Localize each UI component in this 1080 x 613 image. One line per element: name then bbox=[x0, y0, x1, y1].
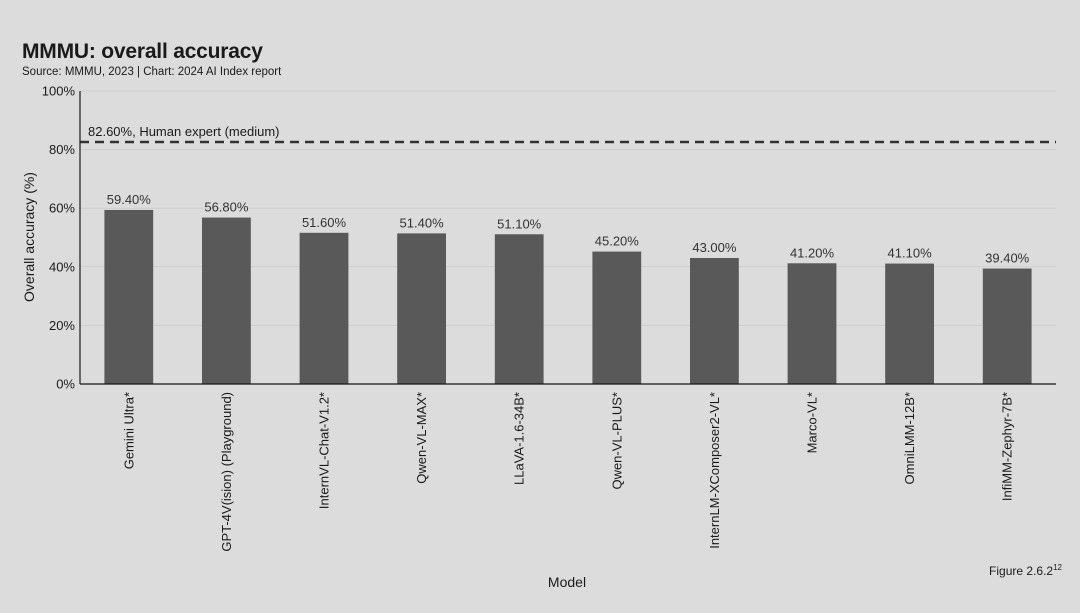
bar bbox=[982, 268, 1032, 384]
chart-title: MMMU: overall accuracy bbox=[22, 40, 263, 63]
y-tick-label: 60% bbox=[49, 201, 75, 216]
bars bbox=[104, 209, 1032, 384]
figure-number-superscript: 12 bbox=[1053, 563, 1062, 572]
data-labels: 59.40% 56.80% 51.60% 51.40% 51.10% 45.20% 43.0… bbox=[107, 192, 1030, 266]
x-tick-label: InternLM-XComposer2-VL* bbox=[707, 392, 722, 549]
x-axis-categories: Gemini Ultra* GPT-4V(ision) (Playground) I… bbox=[121, 392, 1014, 552]
bar bbox=[299, 232, 349, 384]
bar bbox=[494, 234, 544, 384]
x-axis-title: Model bbox=[548, 574, 586, 590]
y-axis: 0% 20% 40% 60% 80% 100% bbox=[42, 84, 76, 392]
data-label: 59.40% bbox=[107, 192, 152, 207]
bar bbox=[885, 263, 934, 384]
data-label: 41.20% bbox=[790, 245, 835, 260]
x-tick-label: InfiMM-Zephyr-7B* bbox=[1000, 392, 1015, 501]
chart-subtitle: Source: MMMU, 2023 | Chart: 2024 AI Inde… bbox=[22, 66, 282, 78]
data-label: 51.40% bbox=[400, 215, 445, 230]
bar bbox=[592, 251, 642, 384]
bar bbox=[397, 233, 446, 384]
bar bbox=[104, 209, 154, 384]
data-label: 56.80% bbox=[204, 200, 249, 215]
data-label: 51.10% bbox=[497, 216, 542, 231]
y-tick-label: 40% bbox=[49, 259, 75, 274]
data-label: 41.10% bbox=[888, 246, 933, 261]
y-tick-label: 20% bbox=[49, 318, 75, 333]
x-tick-label: GPT-4V(ision) (Playground) bbox=[219, 392, 234, 552]
data-label: 43.00% bbox=[692, 240, 737, 255]
x-tick-label: Qwen-VL-PLUS* bbox=[609, 392, 624, 490]
y-tick-label: 80% bbox=[49, 142, 75, 157]
bar bbox=[787, 263, 837, 384]
x-tick-label: Gemini Ultra* bbox=[121, 392, 136, 469]
bar bbox=[690, 258, 739, 384]
x-tick-label: LLaVA-1.6-34B* bbox=[512, 392, 527, 485]
reference-line-label: 82.60%, Human expert (medium) bbox=[88, 124, 279, 139]
x-tick-label: OmniLMM-12B* bbox=[902, 392, 917, 484]
y-tick-label: 100% bbox=[42, 84, 76, 99]
data-label: 45.20% bbox=[595, 234, 640, 249]
data-label: 51.60% bbox=[302, 215, 347, 230]
data-label: 39.40% bbox=[985, 251, 1030, 266]
y-axis-title: Overall accuracy (%) bbox=[21, 172, 37, 302]
figure-number-text: Figure 2.6.2 bbox=[989, 564, 1054, 578]
figure-number: Figure 2.6.212 bbox=[989, 563, 1062, 578]
x-tick-label: Marco-VL* bbox=[805, 392, 820, 453]
y-tick-label: 0% bbox=[56, 377, 75, 392]
reference-line-group: 82.60%, Human expert (medium) bbox=[80, 124, 1056, 144]
x-tick-label: InternVL-Chat-V1.2* bbox=[317, 392, 332, 509]
x-tick-label: Qwen-VL-MAX* bbox=[414, 392, 429, 484]
bar bbox=[202, 217, 251, 384]
